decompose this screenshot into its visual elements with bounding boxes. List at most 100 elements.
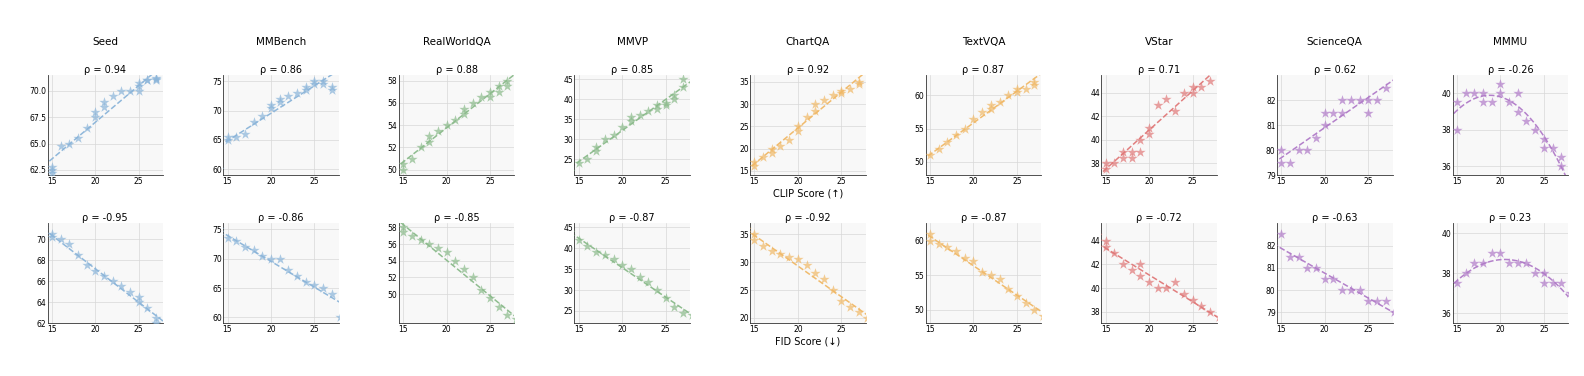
Point [653,102,678,108]
Point [1269,147,1294,153]
Point [1356,298,1381,304]
Point [301,81,326,87]
Point [30,231,55,237]
Point [92,273,117,279]
Point [1277,160,1302,166]
Point [1435,290,1460,296]
Point [417,133,442,139]
Point [855,315,881,321]
Point [1110,155,1136,161]
Point [30,227,55,233]
Point [1462,260,1487,266]
Point [618,266,643,272]
Point [1171,90,1196,96]
Point [30,226,55,232]
X-axis label: CLIP Score (↑): CLIP Score (↑) [773,188,843,199]
Point [610,124,635,130]
Point [276,267,301,273]
Point [1294,147,1319,153]
Point [794,262,819,268]
Point [786,128,811,134]
Point [1145,102,1171,108]
Point [583,249,608,255]
Point [451,111,477,117]
Point [645,102,670,108]
Point [82,268,108,274]
Point [979,102,1004,108]
Point [135,77,160,83]
Point [1102,250,1128,256]
Point [215,235,241,241]
Point [1294,265,1319,271]
Point [653,100,678,106]
Point [768,251,794,257]
Point [662,304,687,310]
Point [127,299,152,305]
Point [65,252,90,258]
Point [40,170,65,176]
Point [1470,260,1495,266]
Point [1522,270,1548,276]
Point [407,144,432,150]
Title: ρ = 0.62: ρ = 0.62 [1313,65,1356,75]
Point [1505,260,1530,266]
Point [1522,127,1548,133]
Point [318,291,344,297]
Point [662,92,687,98]
Point [1346,287,1372,293]
Point [310,81,336,87]
Point [74,262,100,268]
Point [144,320,169,326]
Point [1532,136,1557,142]
Point [618,118,643,124]
Point [935,139,960,145]
Point [1171,291,1196,297]
Point [909,165,935,171]
Point [399,233,425,239]
Point [1470,90,1495,96]
Point [1180,90,1205,96]
Point [1497,260,1522,266]
Text: ScienceQA: ScienceQA [1307,37,1362,47]
Point [987,276,1012,282]
Point [909,234,935,240]
Point [969,268,995,274]
Point [610,262,635,268]
Point [285,273,310,279]
Point [1085,238,1110,244]
Point [1487,250,1513,256]
Point [1304,265,1329,271]
Title: ρ = 0.85: ρ = 0.85 [611,65,653,75]
Point [1022,82,1047,88]
Point [1128,149,1153,155]
Point [838,304,863,310]
Point [1269,231,1294,237]
Point [442,258,467,264]
Point [1163,279,1188,285]
Point [1514,118,1540,124]
Point [144,75,169,81]
Point [40,167,65,173]
Point [1030,314,1055,320]
Point [109,88,135,94]
Point [276,93,301,99]
Point [328,314,353,320]
Point [1549,280,1574,287]
Point [82,114,108,120]
Point [1093,166,1118,172]
Point [223,238,249,244]
Point [1487,81,1513,87]
Point [917,152,942,158]
Point [258,256,284,262]
Point [1462,90,1487,96]
Point [935,244,960,250]
Point [40,234,65,240]
Point [127,83,152,89]
Title: ρ = 0.87: ρ = 0.87 [963,65,1004,75]
Point [846,81,871,87]
Title: ρ = -0.95: ρ = -0.95 [82,213,128,223]
Point [670,310,695,316]
Point [135,305,160,311]
Text: TextVQA: TextVQA [961,37,1006,47]
Point [391,229,417,235]
